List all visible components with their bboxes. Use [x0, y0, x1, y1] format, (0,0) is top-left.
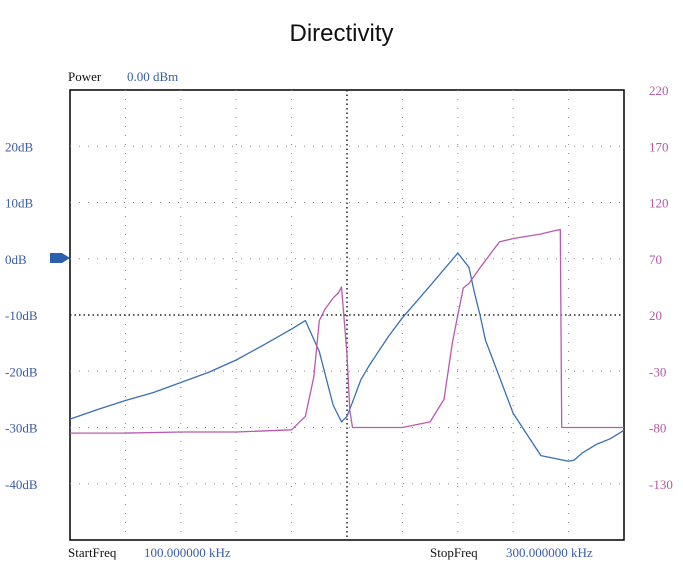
left-axis-tick-label: 0dB: [5, 252, 27, 267]
chart-title: Directivity: [289, 20, 394, 47]
start-freq-label: StartFreq: [68, 545, 117, 560]
right-axis-tick-label: -30: [649, 364, 666, 379]
grid-lines: [70, 90, 624, 540]
left-axis-tick-label: -30dB: [5, 421, 38, 436]
left-axis-tick-label: -40dB: [5, 477, 38, 492]
right-axis-tick-label: 220: [649, 83, 669, 98]
right-axis-tick-label: 20: [649, 308, 662, 323]
start-freq-value: 100.000000 kHz: [144, 545, 231, 560]
series-layer: [69, 228, 625, 462]
stop-freq-value: 300.000000 kHz: [506, 545, 593, 560]
reference-level-marker-icon[interactable]: [50, 253, 70, 263]
right-axis-tick-label: -80: [649, 421, 666, 436]
right-axis-ticks: 220 170 120 70 20 -30 -80 -130: [649, 83, 673, 492]
right-axis-tick-label: 120: [649, 196, 669, 211]
right-axis-tick-label: 170: [649, 139, 669, 154]
stop-freq-label: StopFreq: [430, 545, 478, 560]
right-axis-tick-label: -130: [649, 477, 673, 492]
series-line-right-axis: [70, 228, 624, 434]
right-axis-tick-label: 70: [649, 252, 662, 267]
power-label: Power: [68, 69, 102, 84]
series-line-left-axis: [69, 252, 625, 462]
left-axis-tick-label: 10dB: [5, 196, 34, 211]
left-axis-tick-label: -10dB: [5, 308, 38, 323]
left-axis-tick-label: -20dB: [5, 364, 38, 379]
left-axis-tick-label: 20dB: [5, 139, 34, 154]
left-axis-ticks: 20dB 10dB 0dB -10dB -20dB -30dB -40dB: [5, 139, 38, 492]
power-value: 0.00 dBm: [127, 69, 178, 84]
